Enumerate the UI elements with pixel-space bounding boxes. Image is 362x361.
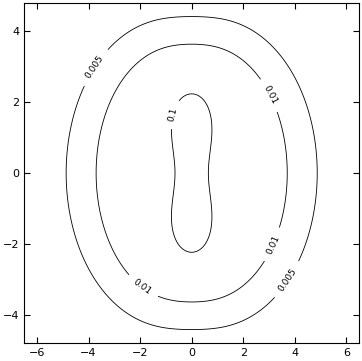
Text: 0.01: 0.01 bbox=[131, 278, 153, 297]
Text: 0.005: 0.005 bbox=[277, 267, 299, 293]
Text: 0.005: 0.005 bbox=[84, 54, 106, 80]
Text: 0.01: 0.01 bbox=[265, 234, 281, 256]
Text: 0.1: 0.1 bbox=[167, 106, 179, 122]
Text: 0.01: 0.01 bbox=[261, 84, 279, 106]
